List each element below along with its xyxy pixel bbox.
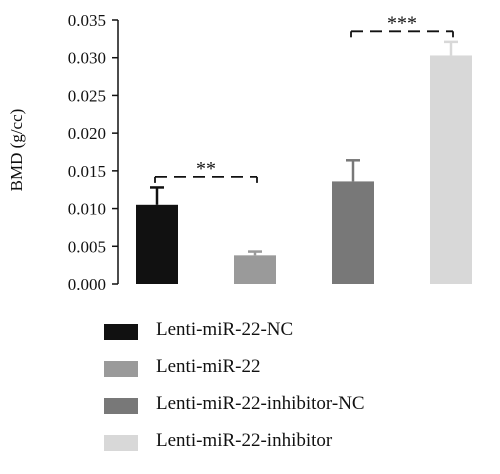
y-tick-label: 0.035	[68, 11, 106, 30]
y-tick-label: 0.010	[68, 200, 106, 219]
y-tick-label: 0.015	[68, 162, 106, 181]
legend-label: Lenti-miR-22	[156, 356, 261, 377]
y-tick-label: 0.030	[68, 49, 106, 68]
bar	[332, 181, 374, 284]
legend-label: Lenti-miR-22-NC	[156, 319, 294, 340]
bar-chart: 0.000 0.005 0.010 0.015 0.020 0.025 0.030 0.035…	[7, 11, 472, 294]
y-axis: 0.000 0.005 0.010 0.015 0.020 0.025 0.030 0.035	[68, 11, 119, 294]
legend-swatch	[104, 324, 138, 340]
significance-label: ***	[387, 12, 417, 34]
y-tick-label: 0.005	[68, 237, 106, 256]
bar	[430, 55, 472, 284]
legend-label: Lenti-miR-22-inhibitor	[156, 430, 333, 451]
y-tick-label: 0.020	[68, 124, 106, 143]
legend-swatch	[104, 398, 138, 414]
legend-label: Lenti-miR-22-inhibitor-NC	[156, 393, 365, 414]
bar	[234, 255, 276, 284]
bar	[136, 204, 178, 284]
legend-swatch	[104, 435, 138, 451]
y-tick-label: 0.025	[68, 86, 106, 105]
y-tick-label: 0.000	[68, 275, 106, 294]
significance-bracket	[154, 175, 258, 183]
bars	[136, 40, 472, 284]
significance-label: **	[196, 158, 216, 180]
significance-annotations: *****	[154, 12, 454, 183]
legend-swatch	[104, 361, 138, 377]
significance-bracket	[350, 30, 454, 38]
y-axis-title: BMD (g/cc)	[7, 109, 26, 192]
